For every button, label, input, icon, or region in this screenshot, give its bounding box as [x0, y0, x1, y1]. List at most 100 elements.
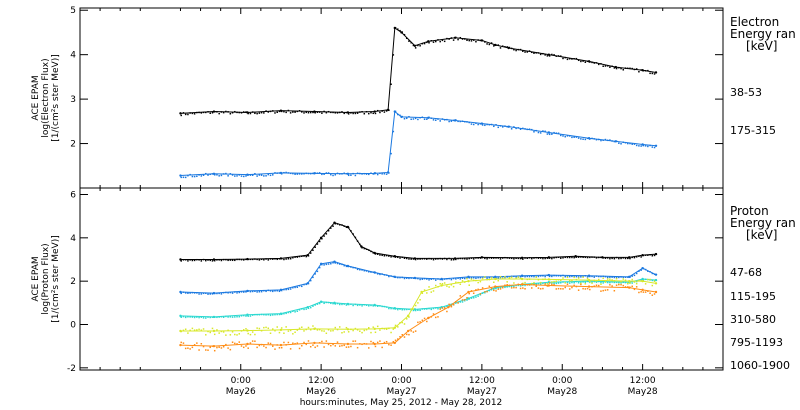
- data-point: [410, 118, 412, 121]
- data-point: [303, 330, 305, 332]
- data-point: [647, 145, 649, 148]
- data-point: [593, 138, 596, 140]
- data-point: [513, 282, 515, 284]
- data-point: [343, 264, 345, 267]
- data-point: [651, 146, 654, 148]
- data-point: [368, 347, 370, 349]
- data-point: [399, 276, 401, 279]
- data-point: [267, 173, 270, 176]
- data-point: [207, 349, 209, 351]
- data-point: [504, 45, 506, 48]
- data-point: [397, 338, 399, 340]
- data-point: [507, 46, 510, 50]
- data-point: [413, 44, 417, 47]
- data-point: [289, 257, 292, 260]
- data-point: [236, 343, 238, 345]
- data-point: [477, 288, 479, 291]
- data-point: [312, 344, 314, 346]
- data-point: [432, 307, 435, 310]
- data-point: [274, 348, 276, 350]
- data-point: [472, 276, 475, 279]
- data-point: [546, 274, 549, 277]
- data-point: [484, 257, 486, 260]
- data-point: [383, 341, 386, 344]
- data-point: [546, 55, 549, 57]
- data-point: [263, 289, 265, 292]
- data-point: [220, 347, 223, 349]
- data-point: [613, 281, 616, 284]
- data-point: [468, 257, 470, 260]
- data-point: [504, 284, 506, 287]
- data-point: [238, 291, 241, 294]
- data-point: [256, 175, 258, 177]
- data-point: [323, 264, 325, 266]
- data-point: [283, 288, 285, 291]
- data-point: [267, 289, 270, 292]
- data-point: [446, 118, 448, 121]
- data-point: [417, 258, 419, 260]
- legend-entry: 47-68: [730, 266, 762, 279]
- data-point: [212, 291, 216, 295]
- data-point: [332, 302, 334, 305]
- data-point: [323, 235, 325, 237]
- data-point: [359, 172, 361, 175]
- data-point: [376, 109, 379, 112]
- data-point: [403, 336, 406, 338]
- data-point: [450, 278, 453, 281]
- data-point: [412, 44, 415, 47]
- data-point: [622, 141, 625, 144]
- data-point: [323, 330, 325, 332]
- data-point: [622, 278, 625, 280]
- data-point: [368, 305, 370, 307]
- data-point: [631, 256, 633, 259]
- data-point: [472, 279, 475, 282]
- data-point: [276, 111, 278, 114]
- data-point: [212, 172, 216, 175]
- data-point: [513, 286, 515, 289]
- data-point: [604, 281, 607, 283]
- data-point: [318, 111, 321, 113]
- data-point: [468, 284, 470, 286]
- data-point: [207, 259, 209, 261]
- data-point: [363, 172, 366, 175]
- x-tick-label-date: May27: [467, 387, 497, 397]
- data-point: [524, 281, 526, 284]
- data-point: [620, 280, 622, 283]
- data-point: [501, 45, 504, 47]
- data-point: [443, 40, 446, 43]
- data-point: [649, 72, 651, 75]
- data-point: [392, 255, 395, 258]
- data-point: [298, 309, 301, 311]
- data-point: [346, 328, 350, 331]
- data-point: [365, 328, 368, 331]
- data-point: [595, 257, 598, 259]
- data-point: [191, 112, 194, 115]
- data-point: [359, 111, 361, 113]
- data-point: [238, 111, 241, 114]
- data-point: [582, 276, 584, 278]
- data-point: [289, 288, 292, 290]
- data-point: [234, 175, 236, 177]
- data-point: [318, 266, 321, 269]
- data-point: [584, 275, 587, 277]
- data-point: [495, 290, 497, 292]
- data-point: [330, 227, 332, 229]
- data-point: [479, 280, 482, 283]
- data-point: [604, 65, 607, 67]
- data-point: [547, 131, 551, 134]
- data-point: [560, 55, 562, 57]
- data-point: [430, 258, 433, 260]
- data-point: [334, 303, 337, 305]
- data-point: [321, 330, 323, 332]
- data-point: [292, 256, 294, 259]
- data-point: [517, 257, 520, 260]
- data-point: [225, 172, 227, 175]
- data-point: [225, 334, 227, 336]
- data-point: [649, 254, 651, 256]
- data-point: [593, 280, 596, 283]
- data-point: [479, 276, 482, 279]
- data-point: [593, 62, 596, 64]
- data-point: [306, 253, 309, 257]
- data-point: [450, 284, 453, 286]
